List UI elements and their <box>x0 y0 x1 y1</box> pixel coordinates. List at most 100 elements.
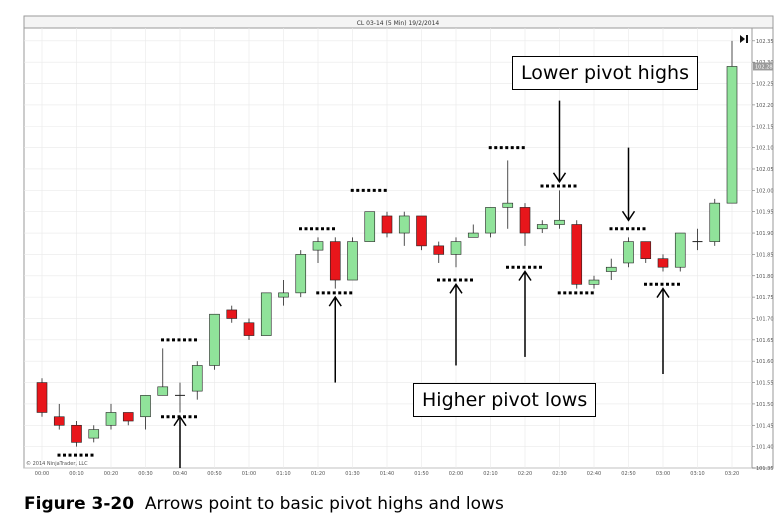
x-tick-label: 00:40 <box>173 471 187 477</box>
candle-up <box>398 215 410 234</box>
x-tick-label: 02:10 <box>483 471 497 477</box>
candle-up <box>260 292 272 336</box>
candle-down <box>329 241 341 281</box>
candles <box>36 40 738 447</box>
candle-up <box>709 202 721 242</box>
y-tick-label: 101.50 <box>756 402 774 408</box>
x-tick-label: 01:00 <box>242 471 256 477</box>
x-tick-label: 00:10 <box>69 471 83 477</box>
x-tick-label: 02:20 <box>518 471 532 477</box>
candle-up <box>295 254 307 294</box>
up-arrow <box>518 270 532 357</box>
chart-area: CL 03-14 (5 Min) 19/2/2014 00:00 00:10 00:… <box>23 15 774 477</box>
y-tick-label: 102.20 <box>756 103 774 109</box>
candle-up <box>312 241 324 251</box>
y-tick-label: 102.10 <box>756 146 774 152</box>
x-tick-label: 01:40 <box>380 471 394 477</box>
last-price-badge <box>753 62 773 71</box>
candle-up <box>726 66 738 204</box>
candle-up <box>140 395 151 418</box>
candle-down <box>640 241 652 259</box>
down-arrow <box>621 147 636 222</box>
candle-up <box>605 266 617 272</box>
x-tick-label: 02:40 <box>587 471 601 477</box>
candle-down <box>226 309 238 319</box>
candle-down <box>416 215 427 247</box>
higher-pivot-lows-callout: Higher pivot lows <box>413 383 597 417</box>
y-tick-label: 102.35 <box>756 39 774 45</box>
grid <box>24 28 752 469</box>
candle-up <box>278 292 289 298</box>
chart-title-bar <box>23 15 774 29</box>
candle-down <box>433 245 445 255</box>
y-tick-label: 101.45 <box>756 423 774 429</box>
x-tick-label: 00:50 <box>207 471 221 477</box>
x-axis: 00:00 00:10 00:20 00:30 00:40 00:50 01:00 01:10… <box>35 471 739 477</box>
y-tick-label: 101.40 <box>756 445 774 451</box>
candle-up <box>364 211 376 242</box>
y-tick-label: 102.00 <box>756 188 774 194</box>
y-tick-label: 101.65 <box>756 338 774 344</box>
up-arrow <box>173 415 187 468</box>
scroll-end-icon[interactable] <box>740 35 748 43</box>
candle-up <box>554 219 565 225</box>
candle-up <box>450 241 462 255</box>
candle-down <box>519 207 531 234</box>
candle-up <box>209 313 220 366</box>
y-tick-label: 101.95 <box>756 210 774 216</box>
candle-up <box>674 232 686 268</box>
up-arrow <box>656 287 670 375</box>
y-tick-label: 102.25 <box>756 82 774 88</box>
down-arrow <box>552 100 567 184</box>
arrow-head <box>656 287 670 298</box>
x-tick-label: 00:20 <box>104 471 118 477</box>
figure-label: Figure 3-20 <box>24 494 135 514</box>
arrow-head <box>328 295 342 307</box>
y-tick-label: 101.60 <box>756 359 774 365</box>
candle-down <box>381 215 393 234</box>
arrow-head <box>449 282 463 294</box>
x-tick-label: 01:20 <box>311 471 325 477</box>
arrow-head <box>518 270 532 281</box>
candle-up <box>105 412 117 426</box>
x-tick-label: 01:50 <box>414 471 428 477</box>
candlestick-chart: CL 03-14 (5 Min) 19/2/2014 00:00 00:10 00:… <box>23 15 774 477</box>
candle-up <box>157 386 169 396</box>
x-tick-label: 02:00 <box>449 471 463 477</box>
figure-caption: Figure 3-20 Arrows point to basic pivot … <box>24 494 504 514</box>
x-tick-label: 03:10 <box>690 471 704 477</box>
x-tick-label: 02:30 <box>552 471 566 477</box>
y-tick-label: 101.35 <box>756 466 774 472</box>
arrow-head <box>173 415 187 427</box>
candle-down <box>36 382 48 413</box>
x-tick-label: 00:00 <box>35 471 49 477</box>
candle-down <box>53 416 65 426</box>
watermark: © 2014 NinjaTrader, LLC <box>26 460 88 467</box>
candle-up <box>536 224 548 230</box>
x-tick-label: 00:30 <box>138 471 152 477</box>
candle-down <box>243 322 255 336</box>
candle-up <box>623 241 634 264</box>
candle-up <box>485 207 496 234</box>
candle-down <box>571 224 583 285</box>
lower-pivot-highs-callout: Lower pivot highs <box>512 56 698 90</box>
figure-caption-text: Arrows point to basic pivot highs and lo… <box>144 494 504 514</box>
candle-up <box>467 232 479 238</box>
x-tick-label: 02:50 <box>621 471 635 477</box>
candle-down <box>122 412 134 422</box>
candle-up <box>502 202 514 208</box>
y-tick-label: 102.05 <box>756 167 774 173</box>
y-tick-label: 101.75 <box>756 295 774 301</box>
candle-down <box>71 424 82 443</box>
y-tick-label: 101.85 <box>756 252 774 258</box>
x-tick-label: 01:30 <box>345 471 359 477</box>
candle-up <box>191 365 203 392</box>
chart-title: CL 03-14 (5 Min) 19/2/2014 <box>357 20 440 27</box>
y-tick-label: 102.15 <box>756 124 774 130</box>
up-arrow <box>328 295 342 383</box>
arrows <box>173 100 670 468</box>
candle-up <box>588 279 600 285</box>
up-arrow <box>449 282 463 366</box>
last-price-label: 102.28 <box>755 64 773 70</box>
arrow-head <box>552 172 567 184</box>
